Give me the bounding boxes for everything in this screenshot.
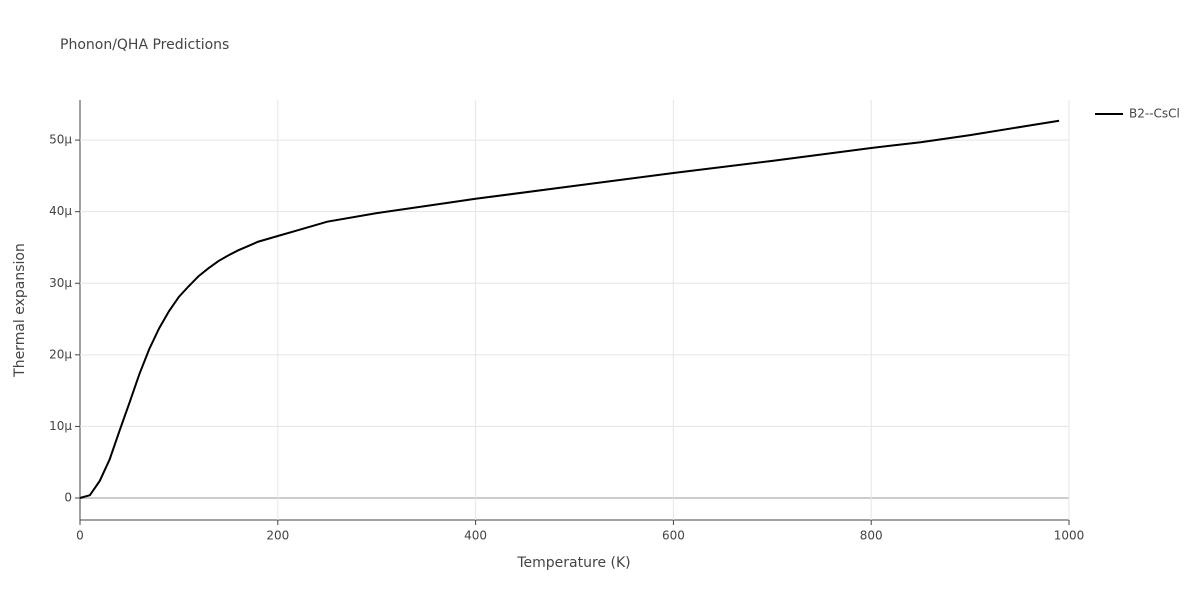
x-axis-title: Temperature (K) [516, 555, 630, 571]
y-tick-label: 20μ [49, 347, 72, 361]
legend-label: B2--CsCl [1129, 107, 1180, 121]
x-tick-label: 800 [860, 529, 883, 543]
x-tick-label: 600 [662, 529, 685, 543]
y-tick-label: 0 [64, 491, 72, 505]
y-tick-label: 10μ [49, 419, 72, 433]
x-tick-label: 1000 [1054, 529, 1085, 543]
x-tick-label: 0 [76, 529, 84, 543]
x-tick-label: 200 [266, 529, 289, 543]
y-axis-title: Thermal expansion [12, 243, 28, 378]
y-tick-label: 50μ [49, 133, 72, 147]
y-tick-label: 30μ [49, 276, 72, 290]
data-line [79, 119, 1060, 499]
x-tick-label: 400 [464, 529, 487, 543]
y-tick-label: 40μ [49, 204, 72, 218]
chart-title: Phonon/QHA Predictions [60, 37, 229, 53]
